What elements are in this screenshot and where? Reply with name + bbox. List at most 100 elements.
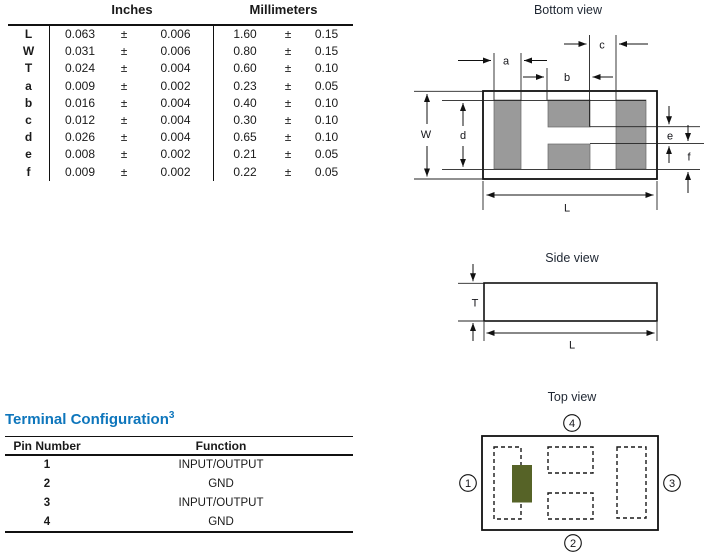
dim-label: e <box>8 146 50 164</box>
plus-minus: ± <box>120 112 128 127</box>
inch-value: 0.012 <box>64 112 96 127</box>
table-row: c 0.012 ± 0.004 0.30 ± 0.10 <box>8 111 353 130</box>
plus-minus: ± <box>284 95 292 110</box>
plus-minus: ± <box>120 164 128 179</box>
plus-minus: ± <box>284 78 292 93</box>
mm-tolerance: 0.15 <box>314 44 339 59</box>
package-outline-side <box>483 282 658 322</box>
bottom-view-title: Bottom view <box>534 3 603 17</box>
pin3-circle-icon <box>663 474 681 492</box>
inch-value: 0.031 <box>64 44 96 59</box>
function-column-header: Function <box>195 438 247 453</box>
inch-tolerance: 0.004 <box>138 129 214 147</box>
pin4-circle-icon <box>563 414 581 432</box>
dimension-labels: T L <box>472 298 575 352</box>
pin-number: 4 <box>43 515 51 528</box>
mm-value: 0.80 <box>233 44 257 59</box>
pin3-number: 3 <box>669 478 675 490</box>
dim-label: T <box>8 60 50 78</box>
side-view: Side view T L <box>458 251 658 352</box>
hidden-pad-middle-bottom <box>547 492 594 520</box>
table-row: 3 INPUT/OUTPUT <box>5 494 353 513</box>
plus-minus: ± <box>284 27 292 41</box>
pin-number: 2 <box>43 478 51 491</box>
inch-tolerance: 0.006 <box>138 26 214 44</box>
pin-function: INPUT/OUTPUT <box>178 459 264 472</box>
pin-function: INPUT/OUTPUT <box>178 496 264 509</box>
dim-label: L <box>8 26 50 44</box>
dim-a-label: a <box>503 56 510 68</box>
side-view-title: Side view <box>545 251 599 265</box>
pin-number: 3 <box>43 496 51 509</box>
pad-right <box>615 99 647 170</box>
inch-value: 0.009 <box>64 164 96 179</box>
mm-value: 0.22 <box>233 164 257 179</box>
plus-minus: ± <box>120 27 128 41</box>
pin1-number: 1 <box>465 478 471 490</box>
pad-middle-bottom <box>547 143 591 170</box>
heading-footnote-superscript: 3 <box>168 410 175 421</box>
pin-callouts: 1 2 3 4 <box>459 414 681 552</box>
inch-value: 0.026 <box>64 130 96 145</box>
plus-minus: ± <box>120 95 128 110</box>
pin-function: GND <box>208 515 234 528</box>
pin2-number: 2 <box>570 538 576 550</box>
plus-minus: ± <box>120 78 128 93</box>
inch-value: 0.008 <box>64 147 96 162</box>
mm-value: 0.40 <box>233 95 257 110</box>
mm-tolerance: 0.15 <box>314 27 339 41</box>
terminal-configuration-section: Terminal Configuration3 Pin Number Funct… <box>5 410 353 534</box>
inch-value: 0.009 <box>64 78 96 93</box>
terminal-configuration-table: Pin Number Function 1 INPUT/OUTPUT 2 GND… <box>5 436 353 534</box>
mm-tolerance: 0.10 <box>314 95 339 110</box>
inch-tolerance: 0.006 <box>138 43 214 61</box>
pin2-circle-icon <box>564 534 582 552</box>
inch-tolerance: 0.002 <box>138 77 214 95</box>
plus-minus: ± <box>120 130 128 145</box>
pad-left <box>493 99 522 170</box>
inch-value: 0.024 <box>64 61 96 76</box>
mm-value: 0.21 <box>233 147 257 162</box>
dimension-arrows <box>470 264 655 341</box>
plus-minus: ± <box>284 130 292 145</box>
inch-tolerance: 0.004 <box>138 111 214 130</box>
dim-label: c <box>8 111 50 130</box>
table-row: T 0.024 ± 0.004 0.60 ± 0.10 <box>8 60 353 78</box>
dimension-labels: a b c W d e f L <box>421 40 692 215</box>
dim-t-label: T <box>472 298 479 310</box>
heading-text: Terminal Configuration <box>5 411 169 428</box>
dimension-table-body: L 0.063 ± 0.006 1.60 ± 0.15 W 0.031 ± 0.… <box>8 24 353 181</box>
mm-tolerance: 0.10 <box>314 61 339 76</box>
plus-minus: ± <box>284 61 292 76</box>
bottom-view: Bottom view <box>414 3 704 215</box>
dim-label: f <box>8 163 50 181</box>
table-row: 1 INPUT/OUTPUT <box>5 456 353 475</box>
package-outline-top <box>481 435 659 531</box>
dim-c-label: c <box>599 40 605 52</box>
hidden-pad-right <box>616 446 647 519</box>
mm-tolerance: 0.10 <box>314 130 339 145</box>
terminal-marker-rect <box>512 465 532 503</box>
plus-minus: ± <box>284 44 292 59</box>
mm-value: 0.23 <box>233 78 257 93</box>
mm-tolerance: 0.05 <box>314 147 339 162</box>
table-row: d 0.026 ± 0.004 0.65 ± 0.10 <box>8 129 353 147</box>
dim-f-label: f <box>687 152 691 164</box>
dimension-arrows <box>424 41 691 198</box>
terminal-configuration-heading: Terminal Configuration3 <box>5 410 353 436</box>
plus-minus: ± <box>284 112 292 127</box>
table-row: b 0.016 ± 0.004 0.40 ± 0.10 <box>8 94 353 112</box>
pin-number: 1 <box>43 459 51 472</box>
dimension-table-header: Inches Millimeters <box>8 2 353 24</box>
table-row: f 0.009 ± 0.002 0.22 ± 0.05 <box>8 163 353 181</box>
table-row: a 0.009 ± 0.002 0.23 ± 0.05 <box>8 77 353 95</box>
dim-d-label: d <box>460 130 466 142</box>
dim-label: W <box>8 43 50 61</box>
pin-function: GND <box>208 478 234 491</box>
package-drawings: Bottom view <box>414 3 704 552</box>
pin4-number: 4 <box>569 418 575 430</box>
dim-label: b <box>8 94 50 112</box>
table-row: 4 GND <box>5 512 353 531</box>
inch-value: 0.063 <box>64 27 96 41</box>
